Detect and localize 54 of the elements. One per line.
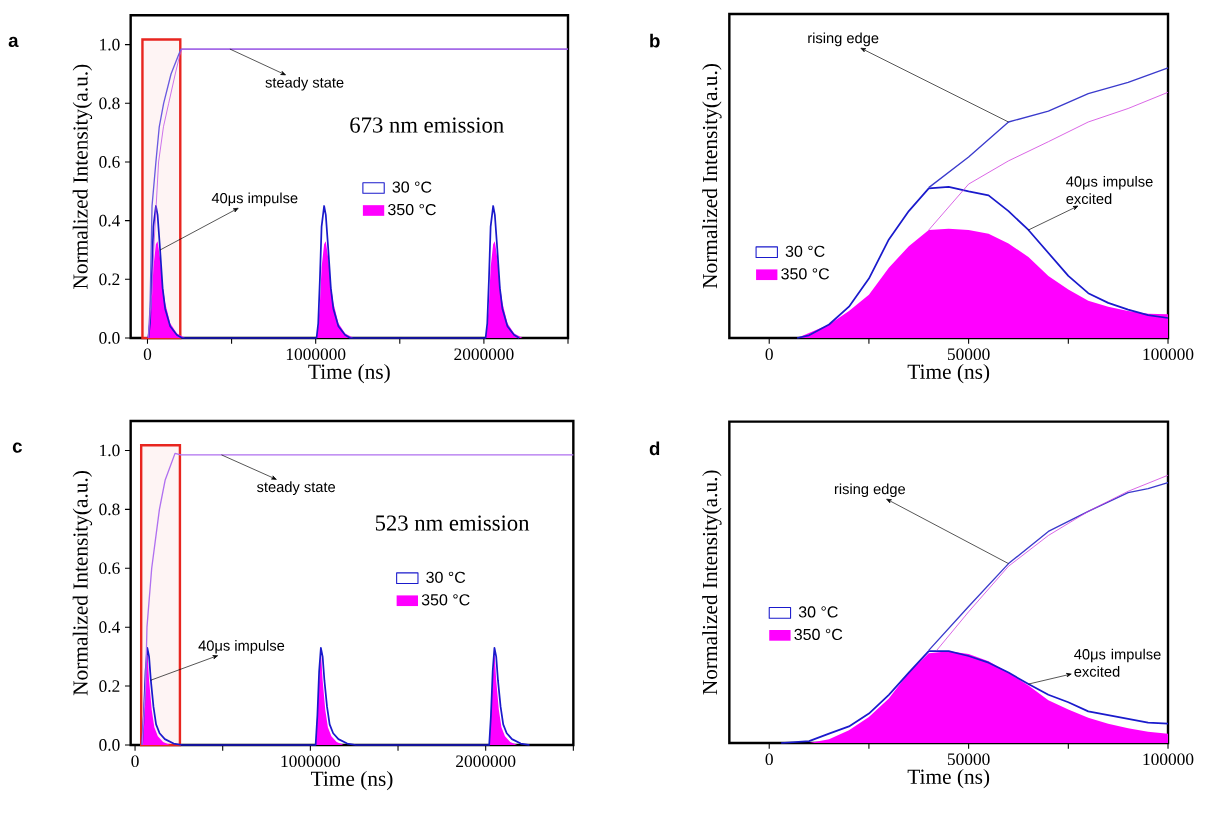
y-tick-label: 1.0 bbox=[100, 38, 120, 51]
chart-title: b bbox=[650, 33, 660, 48]
y-tick-label: 0.0 bbox=[99, 332, 120, 344]
y-tick-label: 0.2 bbox=[99, 680, 120, 692]
y-tick-label: 0.8 bbox=[99, 97, 120, 110]
annotation: 40μs impulse excited bbox=[1066, 175, 1153, 205]
x-tick-label: 100000 bbox=[1143, 753, 1194, 766]
x-tick-label: 2000000 bbox=[454, 348, 514, 361]
x-tick-label: 50000 bbox=[947, 753, 990, 766]
legend-label: 30 °C bbox=[798, 606, 838, 618]
y-axis-title: Normalized Intensity(a.u.) bbox=[702, 64, 722, 289]
annotation: 523 nm emission bbox=[375, 515, 530, 531]
x-tick-label: 100000 bbox=[1143, 348, 1194, 361]
x-tick-label: 0 bbox=[131, 755, 139, 768]
x-axis-title: Time (ns) bbox=[308, 363, 390, 384]
annotation: 40μs impulse bbox=[198, 640, 285, 654]
annotation: 40μs impulse bbox=[211, 192, 298, 207]
x-axis-title: Time (ns) bbox=[907, 363, 990, 384]
y-axis-title: Normalized Intensity(a.u.) bbox=[72, 471, 93, 696]
x-tick-label: 0 bbox=[765, 753, 773, 766]
legend-label: 350 °C bbox=[794, 628, 843, 641]
y-tick-label: 0.6 bbox=[99, 562, 120, 575]
y-tick-label: 0.6 bbox=[99, 156, 120, 168]
y-tick-label: 0.4 bbox=[99, 621, 120, 634]
legend-label: 30 °C bbox=[785, 245, 825, 257]
annotation: rising edge bbox=[808, 32, 879, 47]
y-tick-label: 0.2 bbox=[99, 273, 120, 286]
y-axis-title: Normalized Intensity(a.u.) bbox=[702, 470, 722, 695]
x-tick-label: 2000000 bbox=[456, 755, 516, 768]
annotation: steady state bbox=[265, 76, 344, 91]
x-tick-label: 0 bbox=[765, 348, 773, 361]
x-tick-label: 1000000 bbox=[281, 755, 341, 768]
legend-label: 30 °C bbox=[392, 181, 432, 193]
x-tick-label: 1000000 bbox=[286, 348, 346, 361]
text: a bbox=[8, 36, 19, 48]
legend-label: 350 °C bbox=[421, 594, 470, 606]
x-axis-title: Time (ns) bbox=[907, 768, 990, 789]
y-tick-label: 0.8 bbox=[99, 503, 120, 516]
legend-label: 350 °C bbox=[781, 268, 830, 280]
legend-label: 30 °C bbox=[426, 571, 466, 583]
y-tick-label: 0.0 bbox=[99, 739, 120, 751]
legend-label: 350 °C bbox=[388, 203, 436, 216]
annotation: rising edge bbox=[834, 483, 906, 498]
chart-title: d bbox=[649, 441, 660, 456]
text: c bbox=[12, 442, 22, 453]
annotation: steady state bbox=[257, 481, 336, 496]
x-tick-label: 50000 bbox=[947, 348, 990, 361]
y-axis-title: Normalized Intensity(a.u.) bbox=[72, 64, 93, 289]
x-axis-title: Time (ns) bbox=[310, 770, 393, 791]
annotation: 673 nm emission bbox=[350, 117, 504, 133]
y-tick-label: 0.4 bbox=[99, 214, 120, 227]
x-tick-label: 0 bbox=[143, 348, 152, 361]
annotation: 40μs impulse excited bbox=[1074, 648, 1161, 677]
y-tick-label: 1.0 bbox=[100, 444, 120, 457]
